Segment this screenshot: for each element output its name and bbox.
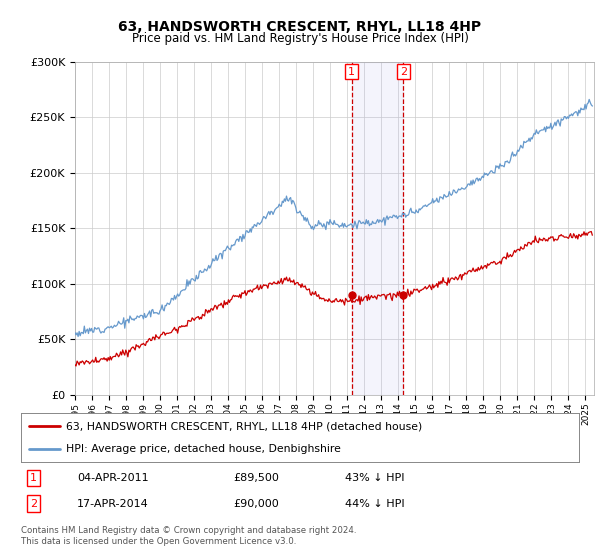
Text: 04-APR-2011: 04-APR-2011 [77, 473, 148, 483]
Text: 63, HANDSWORTH CRESCENT, RHYL, LL18 4HP: 63, HANDSWORTH CRESCENT, RHYL, LL18 4HP [118, 20, 482, 34]
Text: 44% ↓ HPI: 44% ↓ HPI [344, 498, 404, 508]
Text: Contains HM Land Registry data © Crown copyright and database right 2024.
This d: Contains HM Land Registry data © Crown c… [21, 526, 356, 546]
Text: 63, HANDSWORTH CRESCENT, RHYL, LL18 4HP (detached house): 63, HANDSWORTH CRESCENT, RHYL, LL18 4HP … [65, 421, 422, 431]
Text: 1: 1 [348, 67, 355, 77]
Text: 43% ↓ HPI: 43% ↓ HPI [344, 473, 404, 483]
Bar [352, 62, 403, 395]
Text: £90,000: £90,000 [233, 498, 279, 508]
Text: HPI: Average price, detached house, Denbighshire: HPI: Average price, detached house, Denb… [65, 444, 341, 454]
Text: 17-APR-2014: 17-APR-2014 [77, 498, 149, 508]
Text: Price paid vs. HM Land Registry's House Price Index (HPI): Price paid vs. HM Land Registry's House … [131, 32, 469, 45]
Text: 1: 1 [30, 473, 37, 483]
Text: 2: 2 [30, 498, 37, 508]
Text: 2: 2 [400, 67, 407, 77]
Text: £89,500: £89,500 [233, 473, 279, 483]
